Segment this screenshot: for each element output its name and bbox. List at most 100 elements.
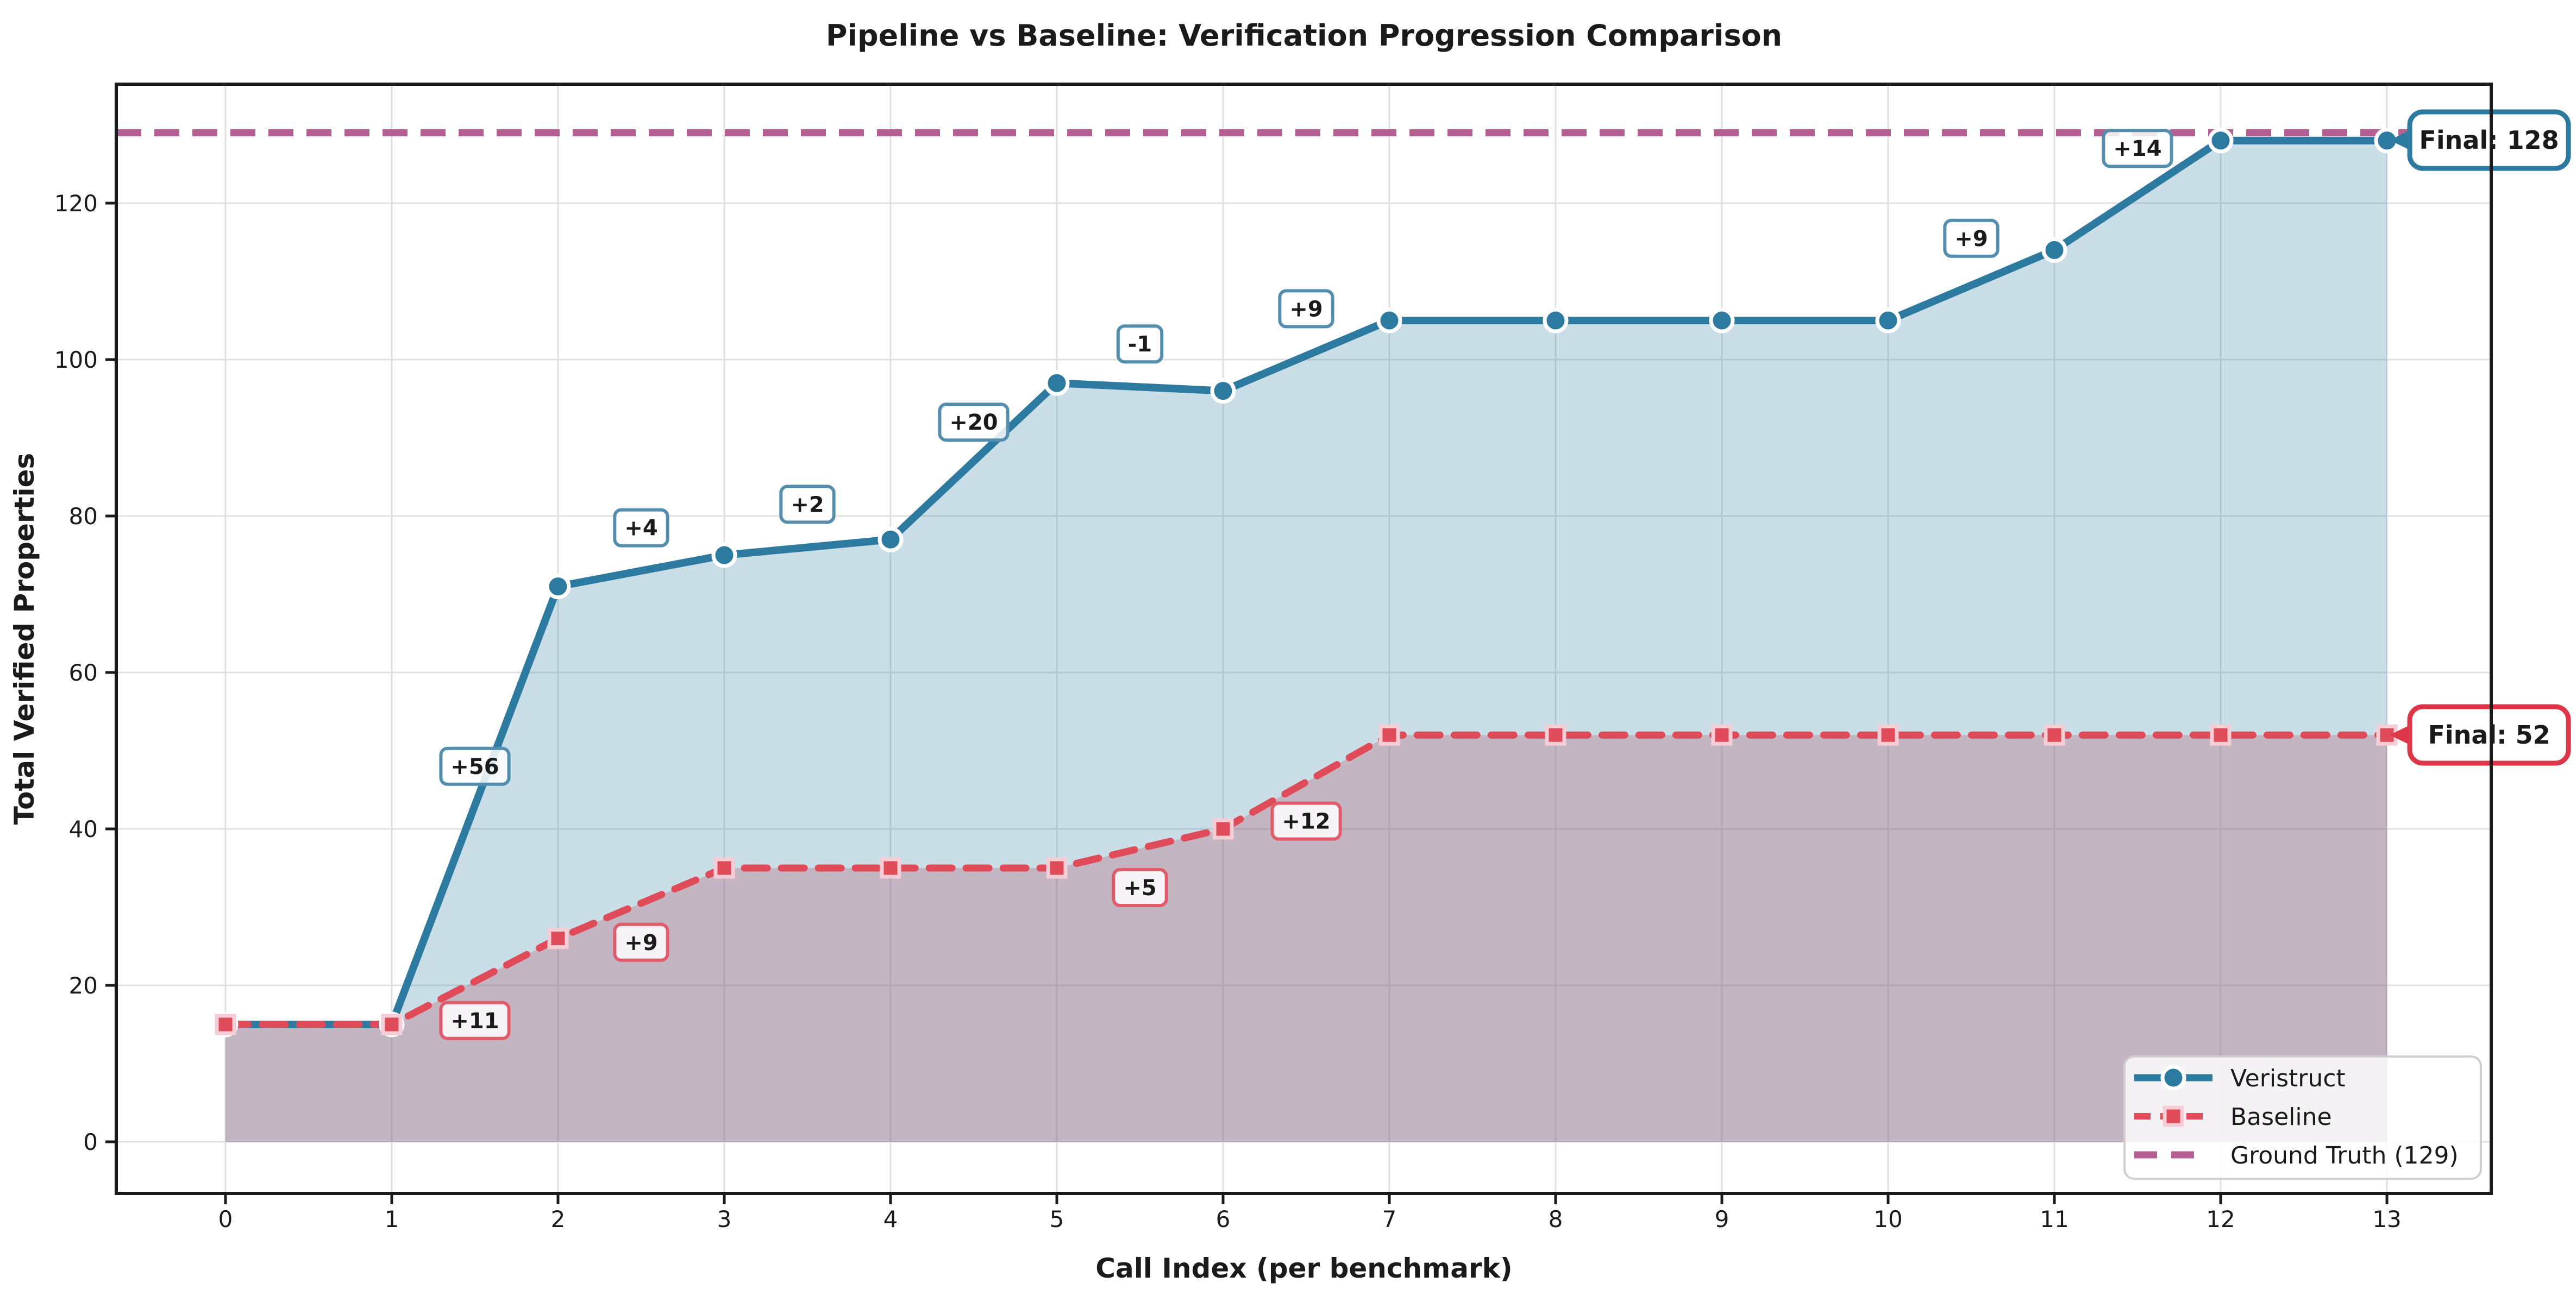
baseline-marker [547,928,569,950]
y-tick-label: 0 [83,1129,98,1155]
annotation-text: +4 [624,516,657,541]
baseline-marker [1212,818,1234,840]
annotation-box [1112,868,1168,907]
veristruct-marker [1376,307,1402,334]
x-tick-label: 13 [2372,1206,2401,1233]
x-tick-label: 2 [551,1206,566,1233]
annotation-veristruct: +14 [2102,129,2173,168]
annotation-box [1270,801,1342,841]
x-tick-label: 0 [218,1206,233,1233]
veristruct-line [222,136,2391,1028]
annotation-box [1943,218,2000,258]
legend-label-baseline: Baseline [2230,1103,2332,1131]
veristruct-marker [1875,307,1901,334]
annotation-box [2102,129,2173,168]
final-callout-baseline: Final: 52 [2390,704,2571,766]
plot-frame [115,83,2493,1195]
baseline-line [222,731,2391,1028]
veristruct-marker [1210,378,1236,404]
y-tick-label: 20 [69,972,98,999]
baseline-marker [880,857,901,879]
annotation-text: +5 [1123,876,1156,901]
annotation-text: +11 [450,1009,499,1034]
area-fill-layer [225,140,2387,1142]
annotation-text: +12 [1282,809,1330,834]
veristruct-area-fill [225,140,2387,1142]
annotation-text: +2 [791,492,824,517]
series-lines-layer [222,136,2391,1028]
annotation-veristruct: +9 [1943,218,2000,258]
x-tick-label: 9 [1715,1206,1729,1233]
legend: Veristruct Baseline Ground Truth (129) [2123,1055,2482,1180]
baseline-marker [1046,857,1068,879]
baseline-marker [1877,724,1899,746]
baseline-marker [1711,724,1733,746]
annotations-layer: +56 +4 +2 +20 -1 +9 +9 +14 +11 +9 +5 +12 [439,129,2173,1040]
veristruct-marker [1044,370,1070,396]
annotation-baseline: +9 [613,922,669,962]
annotation-box [613,508,669,548]
annotation-baseline: +5 [1112,868,1168,907]
annotation-text: +9 [624,930,657,955]
annotation-veristruct: +20 [938,403,1010,442]
series-markers-layer [212,128,2400,1038]
x-tick-label: 3 [717,1206,732,1233]
baseline-marker [713,857,735,879]
final-box-baseline [2407,704,2571,766]
x-tick-label: 8 [1549,1206,1563,1233]
x-tick-label: 1 [385,1206,399,1233]
y-tick-label: 80 [69,503,98,530]
x-tick-label: 12 [2206,1206,2235,1233]
annotation-veristruct: +2 [779,485,836,524]
annotation-box [439,746,511,786]
legend-box [2123,1055,2482,1180]
annotation-text: +9 [1289,297,1323,322]
baseline-marker [2210,724,2232,746]
annotation-box [439,1001,511,1040]
annotation-veristruct: -1 [1116,324,1164,364]
legend-sample-baseline-marker [2163,1105,2184,1127]
annotation-box [938,403,1010,442]
veristruct-marker [711,542,737,568]
final-value-baseline: Final: 52 [2428,720,2550,750]
x-tick-label: 11 [2040,1206,2069,1233]
chart-title: Pipeline vs Baseline: Verification Progr… [826,18,1782,53]
y-tick-label: 60 [69,659,98,686]
x-tick-label: 5 [1050,1206,1064,1233]
x-tick-label: 6 [1216,1206,1231,1233]
annotation-text: -1 [1128,332,1152,357]
y-tick-label: 120 [54,190,98,217]
legend-label-ground-truth: Ground Truth (129) [2230,1142,2459,1169]
baseline-marker [1378,724,1400,746]
annotation-veristruct: +56 [439,746,511,786]
veristruct-marker [1543,307,1569,334]
final-box-veristruct [2407,109,2571,171]
x-tick-label: 7 [1382,1206,1397,1233]
annotation-box [1278,289,1334,329]
veristruct-marker [2208,128,2234,154]
annotation-veristruct: +9 [1278,289,1334,329]
baseline-area-fill [225,735,2387,1142]
annotation-box [779,485,836,524]
x-tick-label: 4 [883,1206,898,1233]
veristruct-marker [545,574,571,600]
baseline-marker [215,1014,236,1035]
legend-sample-veristruct-marker [2160,1065,2186,1091]
veristruct-marker [878,526,904,552]
x-tick-label: 10 [1873,1206,1902,1233]
annotation-box [1116,324,1164,364]
annotation-baseline: +12 [1270,801,1342,841]
y-axis-label: Total Verified Properties [9,453,40,825]
annotation-veristruct: +4 [613,508,669,548]
annotation-text: +9 [1954,227,1988,251]
annotation-text: +14 [2113,136,2161,161]
final-callout-veristruct: Final: 128 [2390,109,2571,171]
legend-label-veristruct: Veristruct [2230,1065,2346,1092]
final-value-veristruct: Final: 128 [2419,125,2559,155]
annotation-baseline: +11 [439,1001,511,1040]
veristruct-marker [2041,237,2067,263]
baseline-marker [1545,724,1566,746]
annotation-box [613,922,669,962]
